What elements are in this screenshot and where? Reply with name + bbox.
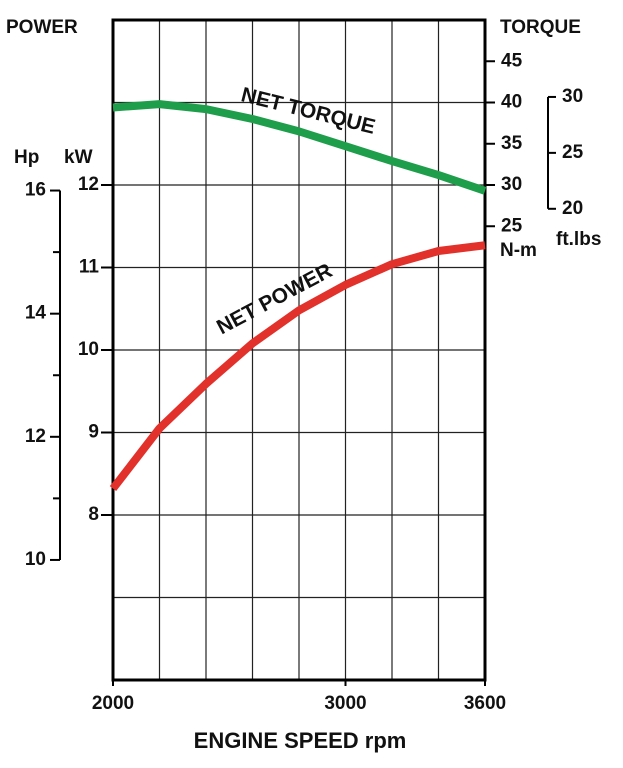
ftlb-tick-label: 20: [562, 198, 583, 219]
kw-label: kW: [64, 147, 93, 168]
hp-tick-label: 14: [25, 303, 47, 324]
torque-title: TORQUE: [500, 17, 581, 38]
x-tick-label: 3000: [324, 693, 366, 714]
power-title: POWER: [6, 17, 78, 38]
hp-tick-label: 16: [25, 180, 46, 201]
y-tick-label: 10: [78, 339, 99, 360]
x-axis-title: ENGINE SPEED rpm: [194, 728, 407, 753]
hp-tick-label: 10: [25, 549, 46, 570]
series-line: [112, 100, 487, 195]
y2-tick-label: 35: [501, 133, 523, 154]
series-line: [109, 241, 486, 492]
y2-tick-label: 40: [501, 92, 522, 113]
y-tick-label: 9: [88, 422, 99, 443]
hp-label: Hp: [14, 147, 39, 168]
ftlb-label: ft.lbs: [556, 229, 601, 250]
x-tick-label: 2000: [92, 693, 134, 714]
y-tick-label: 11: [79, 257, 100, 278]
y2-tick-label: 45: [501, 50, 523, 71]
x-tick-label: 3600: [464, 693, 506, 714]
y-tick-label: 8: [88, 504, 99, 525]
y2-tick-label: 25: [501, 215, 523, 236]
ftlb-tick-label: 25: [562, 142, 584, 163]
ftlb-tick-label: 30: [562, 86, 583, 107]
y2-tick-label: 30: [501, 174, 522, 195]
hp-tick-label: 12: [25, 426, 46, 447]
y-tick-label: 12: [78, 174, 99, 195]
nm-label: N-m: [500, 240, 537, 261]
